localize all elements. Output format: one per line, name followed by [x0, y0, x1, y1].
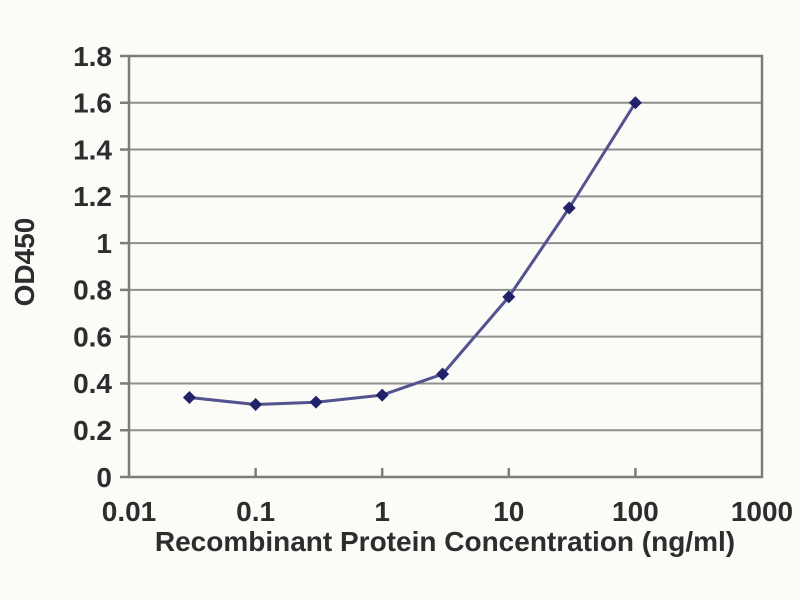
y-tick-label: 0.8 [73, 275, 112, 306]
x-tick-label: 100 [612, 496, 659, 527]
data-point-marker [628, 96, 642, 110]
data-series-group [182, 96, 642, 411]
y-tick-label: 1.4 [73, 134, 112, 165]
data-point-marker [562, 201, 576, 215]
y-tick-label: 1 [96, 228, 112, 259]
data-point-marker [502, 290, 516, 304]
x-tick-label: 10 [493, 496, 524, 527]
tick-labels-group: 0 0.2 0.4 0.6 0.8 1 1.2 1.4 1.6 1.8 0.01 0.1 1 10 100 1… [73, 41, 793, 527]
data-point-marker [436, 367, 450, 381]
tick-marks-group [120, 54, 637, 479]
gridlines-group [129, 101, 762, 432]
y-tick-label: 1.6 [73, 88, 112, 119]
x-tick-label: 1 [374, 496, 390, 527]
x-tick-label: 1000 [731, 496, 793, 527]
x-tick-label: 0.1 [236, 496, 275, 527]
y-tick-label: 0.2 [73, 415, 112, 446]
series-line [187, 101, 637, 406]
data-point-marker [182, 390, 196, 404]
y-tick-label: 0 [96, 462, 112, 493]
plot-border [127, 54, 764, 479]
y-tick-label: 0.6 [73, 321, 112, 352]
data-point-marker [249, 397, 263, 411]
data-point-marker [309, 395, 323, 409]
y-tick-label: 1.2 [73, 181, 112, 212]
y-axis-title: OD450 [9, 218, 40, 307]
data-point-marker [375, 388, 389, 402]
x-tick-label: 0.01 [102, 496, 157, 527]
x-axis-title: Recombinant Protein Concentration (ng/ml… [155, 526, 735, 557]
y-tick-label: 1.8 [73, 41, 112, 72]
y-tick-label: 0.4 [73, 368, 112, 399]
